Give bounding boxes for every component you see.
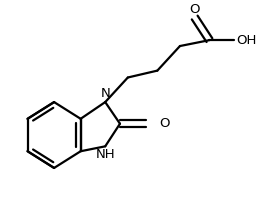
Text: OH: OH	[236, 34, 256, 47]
Text: O: O	[159, 117, 170, 130]
Text: O: O	[190, 2, 200, 15]
Text: NH: NH	[95, 148, 115, 161]
Text: N: N	[100, 87, 110, 100]
